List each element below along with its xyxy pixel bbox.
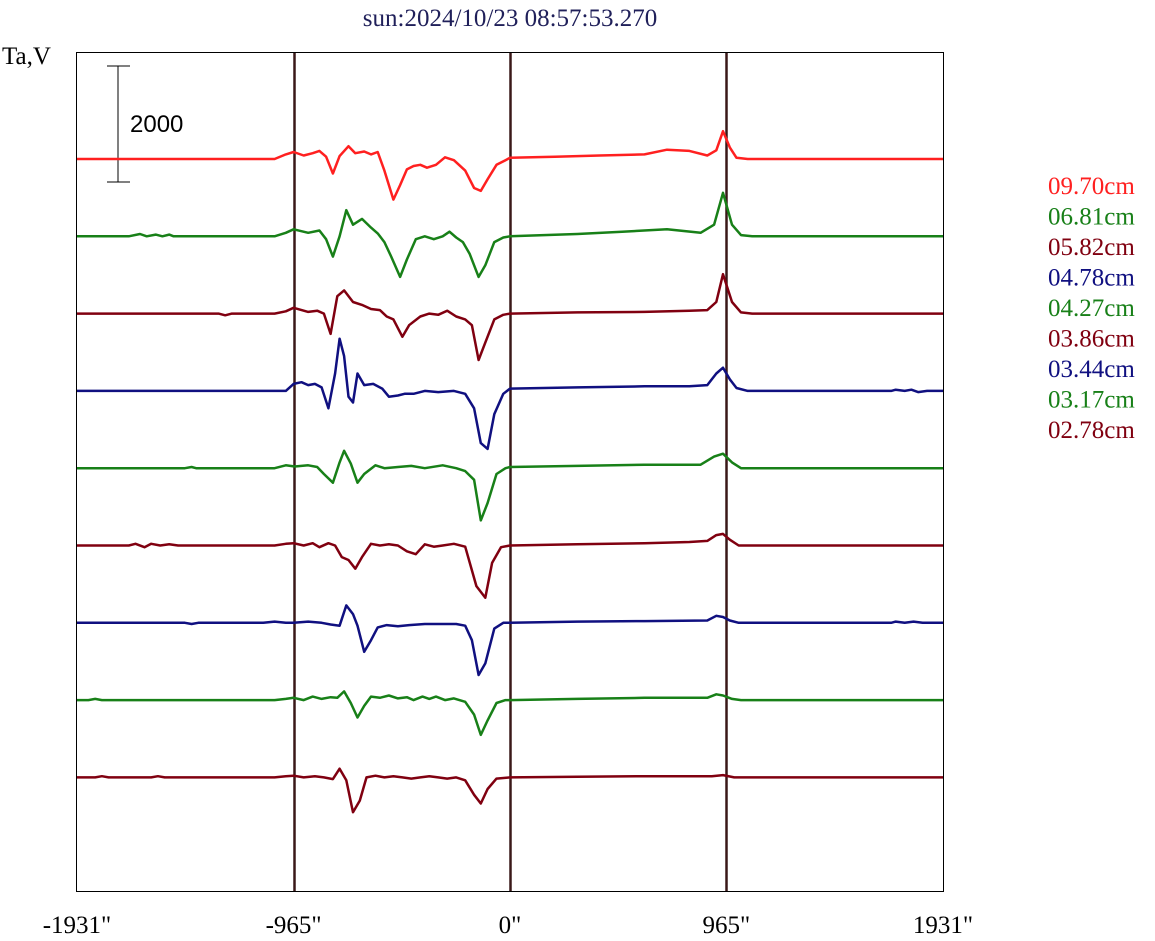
- series-lines: [77, 129, 943, 814]
- x-tick-label-2: 0": [499, 912, 522, 939]
- series-line-3: [77, 337, 943, 451]
- series-line-8: [77, 767, 943, 814]
- series-line-6: [77, 604, 943, 677]
- series-line-5: [77, 532, 943, 599]
- legend-entry-8: 02.78cm: [1048, 417, 1135, 444]
- x-tick-label-0: -1931": [43, 912, 112, 939]
- series-line-7: [77, 690, 943, 737]
- scale-bar: 2000: [107, 65, 183, 183]
- legend-entry-2: 05.82cm: [1048, 234, 1135, 261]
- x-tick-label-4: 1931": [913, 912, 973, 939]
- y-axis-label: Ta,V: [2, 43, 51, 70]
- chart-title: sun:2024/10/23 08:57:53.270: [363, 5, 657, 32]
- legend-entry-6: 03.44cm: [1048, 356, 1135, 383]
- legend-entry-5: 03.86cm: [1048, 326, 1135, 353]
- x-tick-label-1: -965": [266, 912, 322, 939]
- legend-entry-4: 04.27cm: [1048, 295, 1135, 322]
- scale-bar-label: 2000: [130, 111, 183, 138]
- legend: 09.70cm 06.81cm 05.82cm 04.78cm 04.27cm 03.86…: [1048, 173, 1135, 444]
- legend-entry-1: 06.81cm: [1048, 204, 1135, 231]
- x-tick-labels: -1931" -965" 0" 965" 1931": [43, 912, 973, 939]
- series-line-0: [77, 129, 943, 201]
- series-line-2: [77, 272, 943, 362]
- legend-entry-7: 03.17cm: [1048, 387, 1135, 414]
- legend-entry-0: 09.70cm: [1048, 173, 1135, 200]
- x-tick-label-3: 965": [703, 912, 751, 939]
- series-line-1: [77, 191, 943, 279]
- plot-frame: [76, 52, 944, 892]
- series-line-4: [77, 449, 943, 522]
- reference-lines: [293, 53, 728, 891]
- legend-entry-3: 04.78cm: [1048, 265, 1135, 292]
